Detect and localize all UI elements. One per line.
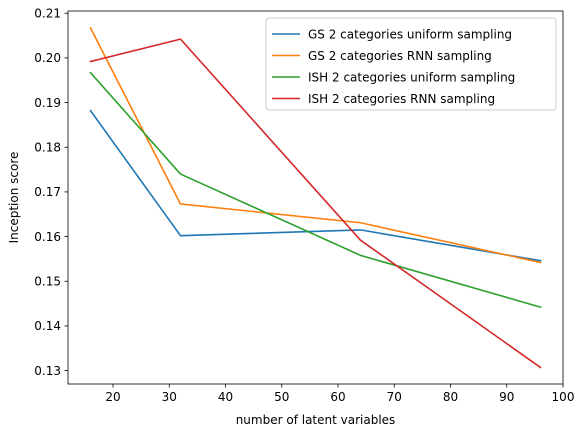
legend-label: ISH 2 categories uniform sampling (308, 70, 515, 84)
series-line-4 (89, 38, 542, 369)
y-tick-label: 0.16 (34, 230, 61, 244)
series-line-2 (89, 26, 542, 264)
legend-label: GS 2 categories uniform sampling (308, 27, 512, 41)
legend: GS 2 categories uniform sampling GS 2 cat… (265, 17, 557, 111)
x-tick-label: 90 (499, 390, 514, 404)
x-tick-label: 20 (105, 390, 120, 404)
x-tick-label: 30 (162, 390, 177, 404)
x-tick-label: 50 (274, 390, 289, 404)
x-tick-label: 80 (443, 390, 458, 404)
y-tick-label: 0.15 (34, 274, 61, 288)
y-tick-label: 0.14 (34, 319, 61, 333)
y-tick-label: 0.13 (34, 364, 61, 378)
axes-frame (67, 10, 564, 385)
y-axis-ticks: 0.13 0.14 0.15 0.16 0.17 0.18 0.19 0.20 0.21 (34, 6, 68, 378)
x-axis-ticks: 20 30 40 50 60 70 80 90 100 (105, 384, 574, 404)
y-tick-label: 0.21 (34, 6, 61, 20)
x-tick-label: 100 (552, 390, 575, 404)
legend-label: GS 2 categories RNN sampling (308, 49, 492, 63)
legend-label: ISH 2 categories RNN sampling (308, 92, 495, 106)
y-axis-title: Inception score (7, 152, 21, 244)
series-lines (89, 26, 542, 369)
y-tick-label: 0.20 (34, 51, 61, 65)
x-tick-label: 40 (218, 390, 233, 404)
y-tick-label: 0.18 (34, 140, 61, 154)
y-tick-label: 0.17 (34, 185, 61, 199)
series-line-1 (89, 109, 542, 262)
x-tick-label: 60 (330, 390, 345, 404)
x-tick-label: 70 (387, 390, 402, 404)
plot-area (89, 26, 542, 369)
y-tick-label: 0.19 (34, 96, 61, 110)
series-line-3 (89, 71, 542, 309)
x-axis-title: number of latent variables (236, 413, 396, 427)
legend-box (265, 17, 557, 111)
